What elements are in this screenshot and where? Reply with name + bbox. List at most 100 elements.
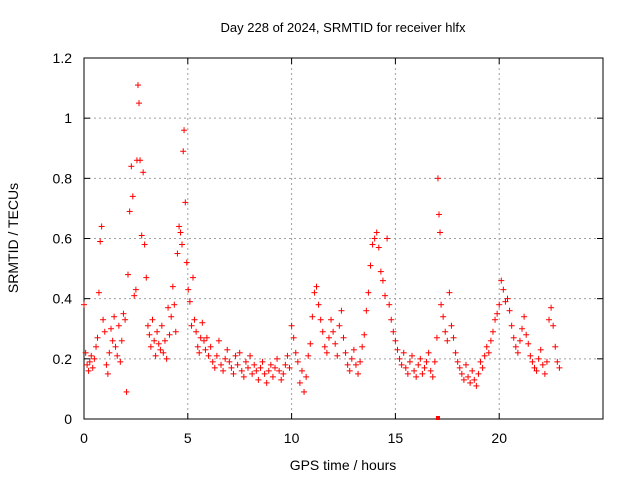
data-point (465, 373, 472, 380)
data-point (525, 340, 532, 347)
data-point (147, 343, 154, 350)
data-point (325, 334, 332, 341)
data-point (392, 337, 399, 344)
data-point (494, 310, 501, 317)
data-point (423, 358, 430, 365)
data-point (498, 277, 505, 284)
data-point (284, 352, 291, 359)
y-tick-label: 0.2 (53, 351, 73, 367)
data-point (118, 337, 125, 344)
data-point (200, 337, 207, 344)
data-point (483, 343, 490, 350)
data-point (185, 286, 192, 293)
data-point (303, 373, 310, 380)
data-point (128, 163, 135, 170)
data-point (97, 238, 104, 245)
y-tick-label: 0.4 (53, 291, 73, 307)
data-point (355, 370, 362, 377)
data-point (419, 370, 426, 377)
data-point (396, 355, 403, 362)
data-point (508, 322, 515, 329)
data-point (554, 358, 561, 365)
data-point (315, 301, 322, 308)
data-point (169, 283, 176, 290)
data-point (398, 361, 405, 368)
x-tick-label: 5 (184, 430, 192, 446)
y-tick-label: 1.2 (53, 50, 73, 66)
data-point (487, 337, 494, 344)
data-point (365, 289, 372, 296)
data-point (278, 376, 285, 383)
grid-lines (84, 58, 603, 419)
x-tick-label: 10 (284, 430, 300, 446)
data-point (369, 241, 376, 248)
data-point (104, 370, 111, 377)
data-point (203, 334, 210, 341)
data-point (85, 367, 92, 374)
data-point (384, 235, 391, 242)
x-tick-label: 0 (80, 430, 88, 446)
data-point (452, 349, 459, 356)
data-point (234, 361, 241, 368)
data-point (527, 352, 534, 359)
data-point (109, 337, 116, 344)
data-point (103, 361, 110, 368)
data-point (152, 352, 159, 359)
data-point (504, 295, 511, 302)
data-point (535, 355, 542, 362)
data-point (429, 373, 436, 380)
data-point (177, 229, 184, 236)
data-point (263, 379, 270, 386)
data-point (115, 322, 122, 329)
data-point (506, 307, 513, 314)
data-point (485, 349, 492, 356)
data-point (181, 127, 188, 134)
data-point (182, 199, 189, 206)
data-point (222, 355, 229, 362)
data-point (286, 364, 293, 371)
data-point (188, 322, 195, 329)
data-point (197, 334, 204, 341)
data-point (550, 322, 557, 329)
data-point (489, 328, 496, 335)
data-point (556, 364, 563, 371)
data-point (245, 364, 252, 371)
data-point (137, 157, 144, 164)
data-point (249, 370, 256, 377)
x-tick-label: 20 (491, 430, 507, 446)
data-point (107, 325, 114, 332)
data-points (81, 82, 563, 420)
data-point (473, 382, 480, 389)
data-point (334, 352, 341, 359)
data-point (332, 340, 339, 347)
annotation-marker (435, 416, 440, 420)
data-point (100, 316, 107, 323)
data-point (340, 334, 347, 341)
data-point (253, 367, 260, 374)
data-point (101, 328, 108, 335)
data-point (529, 358, 536, 365)
data-point (161, 337, 168, 344)
data-point (456, 364, 463, 371)
data-point (450, 334, 457, 341)
data-point (427, 367, 434, 374)
data-point (390, 328, 397, 335)
data-point (346, 367, 353, 374)
data-point (435, 211, 442, 218)
data-point (548, 304, 555, 311)
data-point (539, 361, 546, 368)
data-point (361, 331, 368, 338)
data-point (442, 328, 449, 335)
data-point (375, 244, 382, 251)
data-point (174, 250, 181, 257)
data-point (363, 307, 370, 314)
data-point (171, 301, 178, 308)
data-point (160, 349, 167, 356)
data-point (155, 340, 162, 347)
data-point (178, 241, 185, 248)
data-point (242, 358, 249, 365)
data-point (386, 301, 393, 308)
data-point (317, 316, 324, 323)
data-point (157, 346, 164, 353)
data-point (411, 367, 418, 374)
